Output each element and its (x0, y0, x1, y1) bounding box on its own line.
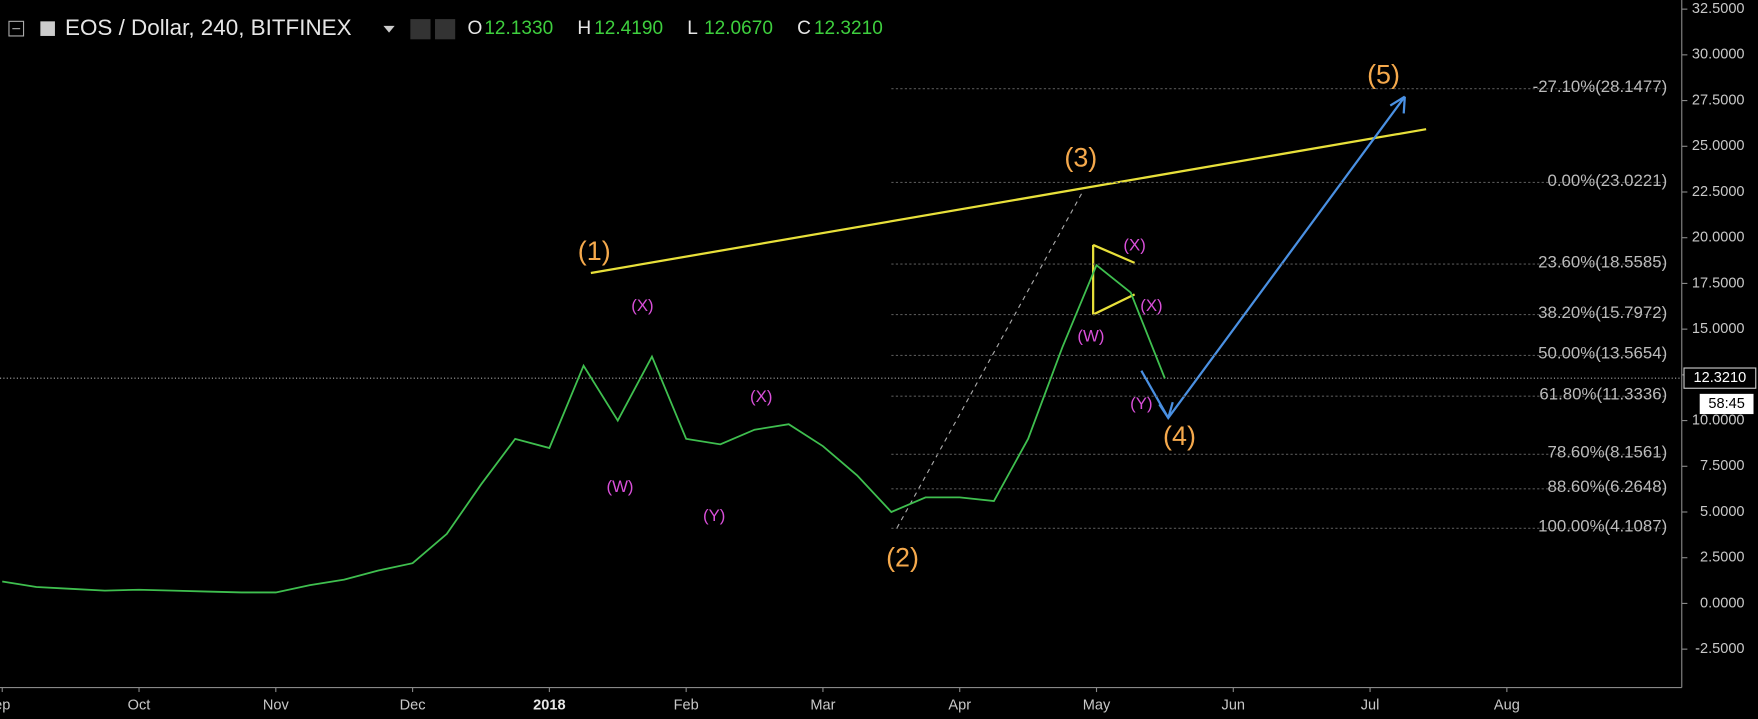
y-tick-label: 15.0000 (1692, 321, 1745, 337)
y-tick-label: 27.5000 (1692, 92, 1745, 108)
ohlc-key: H (577, 18, 591, 39)
y-tick-label: 25.0000 (1692, 138, 1745, 154)
sub-wave-label: (Y) (1130, 394, 1152, 413)
fib-label: 50.00%(13.5654) (1538, 344, 1667, 363)
ohlc-value: 12.0670 (704, 18, 773, 39)
fib-label: 78.60%(8.1561) (1548, 443, 1668, 462)
fib-label: -27.10%(28.1477) (1533, 77, 1668, 96)
y-tick-label: 0.0000 (1700, 595, 1745, 611)
wave-label: (3) (1064, 143, 1097, 173)
countdown: 58:45 (1708, 396, 1744, 412)
y-tick-label: 5.0000 (1700, 504, 1745, 520)
collapse-button[interactable] (8, 20, 25, 37)
sub-wave-label: (X) (631, 296, 653, 315)
y-tick-label: 17.5000 (1692, 275, 1745, 291)
arrow-head (1158, 401, 1174, 419)
sub-wave-label: (X) (750, 387, 772, 406)
x-tick-label: 2018 (533, 697, 565, 713)
y-tick-label: 10.0000 (1692, 412, 1745, 428)
sub-wave-label: (X) (1123, 235, 1145, 254)
settings-icon[interactable] (410, 19, 431, 40)
fib-label: 38.20%(15.7972) (1538, 303, 1667, 322)
x-tick-label: Feb (674, 697, 699, 713)
x-tick-label: Nov (263, 697, 290, 713)
ohlc-value: 12.1330 (484, 18, 553, 39)
arrow-head (1389, 95, 1406, 114)
trend-line (590, 128, 1427, 275)
x-tick-label: Jul (1361, 697, 1380, 713)
price-line (2, 263, 1166, 594)
last-price-tag (1683, 367, 1757, 389)
y-tick-label: 30.0000 (1692, 47, 1745, 63)
chart-title: EOS / Dollar, 240, BITFINEX (65, 15, 352, 40)
fib-label: 61.80%(11.3336) (1539, 385, 1667, 404)
ohlc-key: O (468, 18, 483, 39)
y-tick-label: 22.5000 (1692, 184, 1745, 200)
ohlc-key: C (797, 18, 811, 39)
wave-label: (4) (1163, 421, 1196, 451)
y-tick-label: 32.5000 (1692, 1, 1745, 17)
sub-wave-label: (W) (1077, 326, 1104, 345)
x-tick-label: Dec (400, 697, 426, 713)
fib-label: 88.60%(6.2648) (1548, 477, 1668, 496)
x-tick-label: Jun (1222, 697, 1245, 713)
settings-icon[interactable] (435, 19, 456, 40)
y-tick-label: 7.5000 (1700, 458, 1745, 474)
y-tick-label: 2.5000 (1700, 550, 1745, 566)
wave-label: (1) (578, 236, 611, 266)
wave-label: (5) (1367, 59, 1400, 89)
x-tick-label: Oct (128, 697, 151, 713)
ohlc-value: 12.4190 (594, 18, 663, 39)
sub-wave-label: (X) (1140, 296, 1162, 315)
last-price-label: 12.3210 (1694, 370, 1747, 386)
fib-trend (896, 190, 1084, 529)
x-tick-label: Mar (810, 697, 835, 713)
y-tick-label: -2.5000 (1695, 641, 1744, 657)
x-tick-label: ep (0, 697, 10, 713)
wave-label: (2) (886, 543, 919, 573)
ohlc: O 12.1330 H 12.4190 L 12.0670 C 12.3210 (468, 18, 883, 39)
ohlc-key: L (687, 18, 698, 39)
fib-label: 23.60%(18.5585) (1538, 252, 1667, 271)
countdown-tag (1699, 393, 1754, 415)
sub-wave-label: (W) (606, 477, 633, 496)
x-tick-label: Aug (1494, 697, 1520, 713)
symbol-icon (40, 21, 55, 36)
sub-wave-label: (Y) (703, 506, 725, 525)
dropdown[interactable] (383, 25, 395, 33)
triangle-line (1092, 293, 1136, 316)
fib-label: 100.00%(4.1087) (1538, 517, 1667, 536)
ohlc-value: 12.3210 (814, 18, 883, 39)
x-tick-label: Apr (948, 697, 971, 713)
x-tick-label: May (1083, 697, 1111, 713)
y-tick-label: 20.0000 (1692, 230, 1745, 246)
fib-label: 0.00%(23.0221) (1548, 171, 1668, 190)
triangle-line (1092, 243, 1136, 264)
